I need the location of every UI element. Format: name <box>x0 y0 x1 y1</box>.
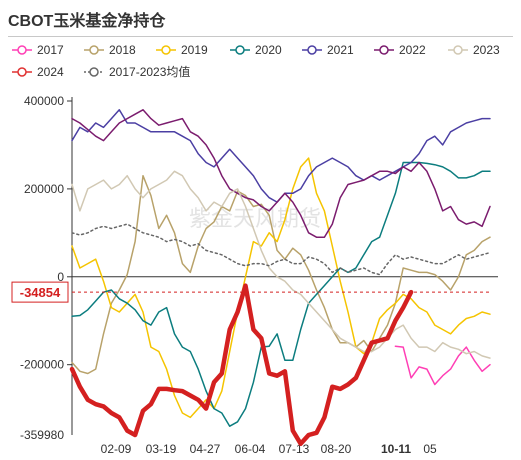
series-line-2017-2023均值 <box>71 223 491 276</box>
legend-label: 2023 <box>473 43 500 57</box>
x-tick-label: 02-09 <box>101 442 132 456</box>
legend-label: 2022 <box>399 43 426 57</box>
x-tick-label: 08-20 <box>321 442 352 456</box>
series-line-2018 <box>71 174 491 375</box>
marker-label: -34854 <box>20 285 61 300</box>
legend-item-2022[interactable]: 2022 <box>374 43 426 57</box>
legend-item-2024[interactable]: 2024 <box>12 65 64 79</box>
legend-label: 2017-2023均值 <box>109 64 190 79</box>
current-value-marker: -34854 <box>11 281 490 303</box>
series-line-2019 <box>71 157 491 419</box>
y-tick-label: -200000 <box>20 358 64 372</box>
marker-label-box <box>11 281 69 303</box>
legend-circle-icon <box>89 67 99 77</box>
series-line-2023 <box>71 170 491 359</box>
series-line-2024-current <box>69 283 414 447</box>
title-divider <box>8 36 513 37</box>
legend-label: 2020 <box>255 43 282 57</box>
legend-circle-icon <box>89 45 99 55</box>
legend-circle-icon <box>17 67 27 77</box>
legend-circle-icon <box>161 45 171 55</box>
legend-item-2020[interactable]: 2020 <box>230 43 282 57</box>
axes: 400000 200000 0 -200000 -359980 02-09 03-19 04-… <box>20 94 498 456</box>
x-tick-label: 03-19 <box>146 442 177 456</box>
legend-item-2018[interactable]: 2018 <box>84 43 136 57</box>
legend-circle-icon <box>307 45 317 55</box>
legend: 2017 2018 2019 2020 2021 2022 2023 2024 2017-202… <box>12 43 500 79</box>
legend-item-2019[interactable]: 2019 <box>156 43 208 57</box>
legend-item-2017-2023均值[interactable]: 2017-2023均值 <box>84 64 190 79</box>
series-line-2022 <box>71 109 491 238</box>
legend-label: 2017 <box>37 43 64 57</box>
legend-label: 2018 <box>109 43 136 57</box>
series-lines <box>69 109 491 447</box>
legend-circle-icon <box>379 45 389 55</box>
y-tick-label: 400000 <box>24 94 64 108</box>
series-line-2020 <box>71 161 491 427</box>
legend-item-2021[interactable]: 2021 <box>302 43 354 57</box>
legend-circle-icon <box>17 45 27 55</box>
series-line-2017 <box>394 345 491 386</box>
chart-title: CBOT玉米基金净持仓 <box>8 13 166 30</box>
x-tick-label-highlight: 10-11 <box>381 442 411 456</box>
legend-label: 2019 <box>181 43 208 57</box>
watermark-text: 紫金天风期货 <box>189 207 321 232</box>
x-tick-label: 06-04 <box>235 442 266 456</box>
legend-circle-icon <box>235 45 245 55</box>
x-tick-label: 07-13 <box>279 442 310 456</box>
legend-item-2023[interactable]: 2023 <box>448 43 500 57</box>
x-tick-label: 04-27 <box>190 442 221 456</box>
y-tick-label: 0 <box>57 270 64 284</box>
y-tick-label: 200000 <box>24 182 64 196</box>
legend-item-2017[interactable]: 2017 <box>12 43 64 57</box>
legend-label: 2024 <box>37 65 64 79</box>
y-min-label: -359980 <box>20 428 64 442</box>
legend-label: 2021 <box>327 43 354 57</box>
legend-circle-icon <box>453 45 463 55</box>
x-tick-label: 05 <box>423 442 437 456</box>
